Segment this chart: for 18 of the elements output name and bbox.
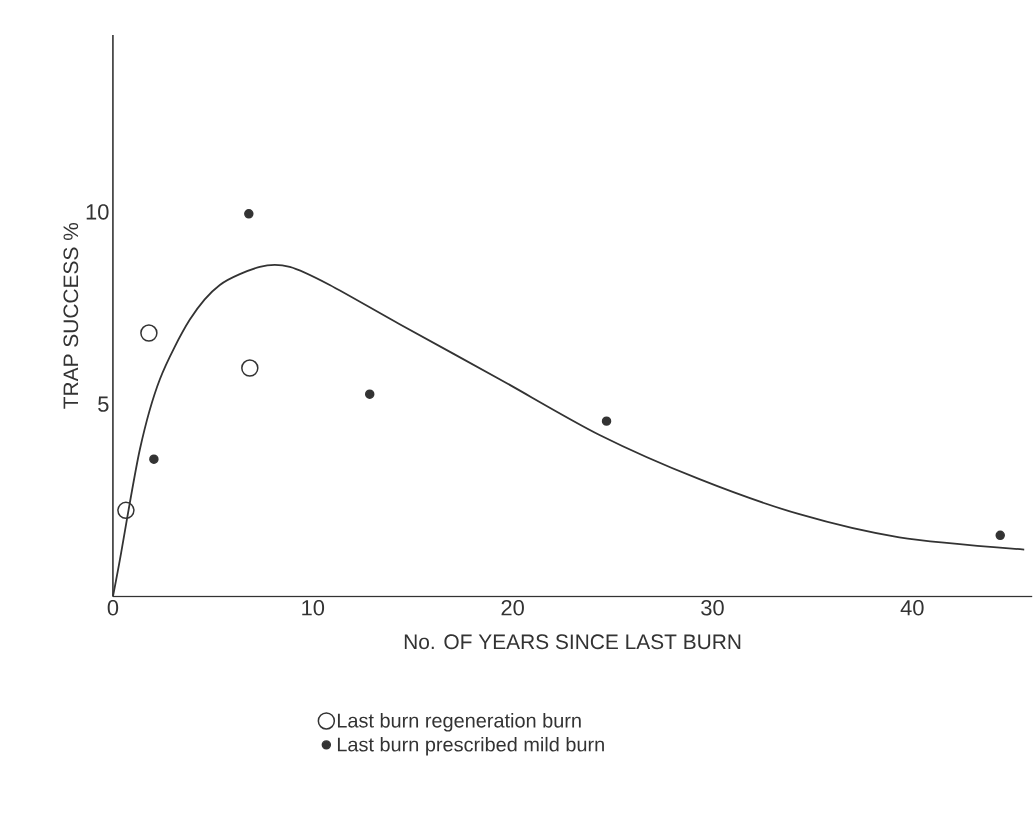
x-tick-label: 0 (107, 599, 119, 616)
point (149, 454, 159, 464)
point (241, 359, 259, 377)
legend-label: Last burn prescribed mild burn (337, 736, 604, 756)
x-tick-label: 40 (900, 599, 924, 616)
y-axis-title: TRAP SUCCESS % (63, 222, 79, 409)
point (244, 208, 254, 219)
x-axis-title: No. OF YEARS SINCE LAST BURN (404, 634, 741, 649)
x-tick-label: 30 (701, 599, 724, 616)
point (364, 389, 375, 399)
y-tick-label: 5 (98, 396, 109, 412)
point (140, 324, 158, 342)
x-tick-label: 10 (302, 599, 325, 616)
point (601, 416, 612, 426)
point (117, 501, 135, 519)
point (995, 530, 1005, 540)
x-tick-label: 20 (501, 599, 524, 616)
legend-label: Last burn regeneration burn (337, 712, 581, 732)
